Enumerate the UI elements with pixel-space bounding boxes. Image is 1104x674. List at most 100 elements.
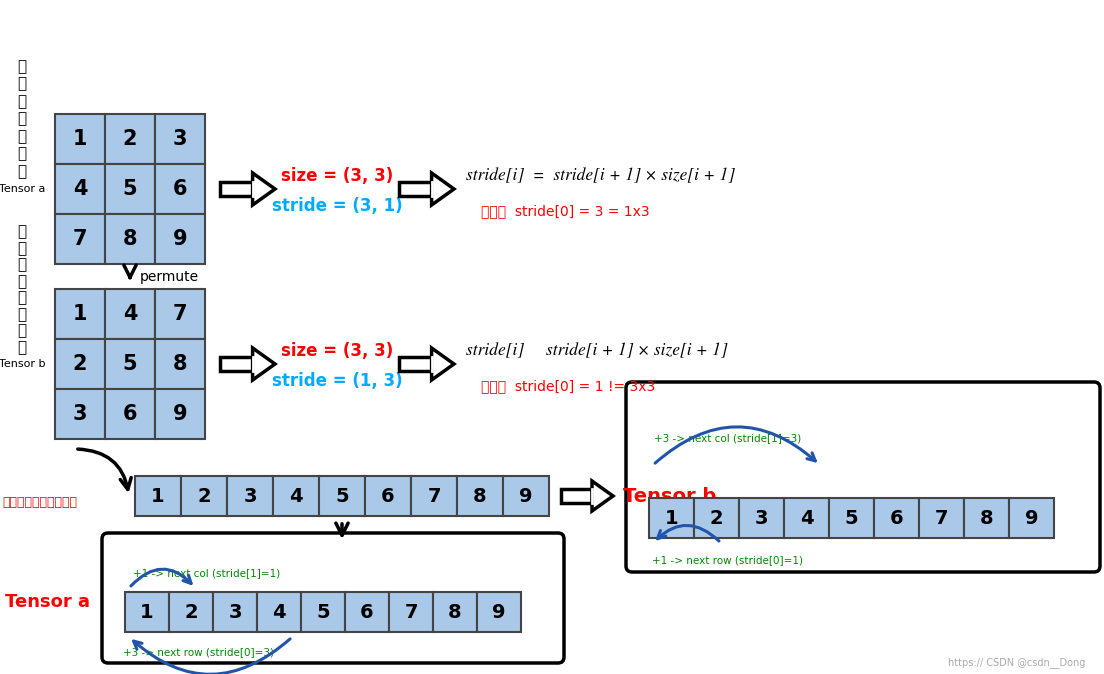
Text: 9: 9 xyxy=(1025,508,1038,528)
Text: 例如：  stride[0] = 3 = 1x3: 例如： stride[0] = 3 = 1x3 xyxy=(481,204,649,218)
Text: 内存中的存储形式没变: 内存中的存储形式没变 xyxy=(2,495,77,508)
Bar xyxy=(561,489,592,503)
Text: +1 -> next row (stride[0]=1): +1 -> next row (stride[0]=1) xyxy=(652,555,803,565)
Text: 7: 7 xyxy=(404,603,417,621)
Text: 5: 5 xyxy=(123,179,137,199)
Text: 2: 2 xyxy=(710,508,723,528)
Text: 5: 5 xyxy=(336,487,349,506)
Text: 2: 2 xyxy=(184,603,198,621)
Text: 9: 9 xyxy=(172,229,188,249)
Bar xyxy=(964,498,1009,538)
Text: 8: 8 xyxy=(979,508,994,528)
Text: 7: 7 xyxy=(427,487,440,506)
Bar xyxy=(105,114,155,164)
Text: 的: 的 xyxy=(18,164,26,179)
Bar xyxy=(105,339,155,389)
Bar xyxy=(694,498,739,538)
Bar xyxy=(784,498,829,538)
Text: size = (3, 3): size = (3, 3) xyxy=(280,342,393,360)
Bar xyxy=(155,164,205,214)
Text: stride = (3, 1): stride = (3, 1) xyxy=(272,197,402,215)
Bar xyxy=(457,476,503,516)
Bar xyxy=(503,476,549,516)
Bar xyxy=(273,476,319,516)
Text: 4: 4 xyxy=(273,603,286,621)
FancyBboxPatch shape xyxy=(626,382,1100,572)
Text: 6: 6 xyxy=(360,603,374,621)
Text: 1: 1 xyxy=(151,487,164,506)
Text: 看: 看 xyxy=(18,129,26,144)
Text: stride[i]  =  stride[i + 1] × size[i + 1]: stride[i] = stride[i + 1] × size[i + 1] xyxy=(466,168,735,185)
Text: 9: 9 xyxy=(172,404,188,424)
Text: 3: 3 xyxy=(243,487,257,506)
Bar xyxy=(105,289,155,339)
Text: 4: 4 xyxy=(799,508,814,528)
Text: 3: 3 xyxy=(73,404,87,424)
Bar xyxy=(389,592,433,632)
Text: 1: 1 xyxy=(73,304,87,324)
Bar xyxy=(649,498,694,538)
Text: 例如：  stride[0] = 1 != 3x3: 例如： stride[0] = 1 != 3x3 xyxy=(481,379,656,393)
Text: 1: 1 xyxy=(665,508,678,528)
Bar xyxy=(105,164,155,214)
Text: 7: 7 xyxy=(935,508,948,528)
Text: 8: 8 xyxy=(172,354,188,374)
Bar xyxy=(433,592,477,632)
Text: 们: 们 xyxy=(18,111,26,127)
Text: 看: 看 xyxy=(18,307,26,322)
Text: +1 -> next col (stride[1]=1): +1 -> next col (stride[1]=1) xyxy=(132,568,280,578)
FancyBboxPatch shape xyxy=(102,533,564,663)
Bar xyxy=(399,357,432,371)
Polygon shape xyxy=(432,348,454,380)
Text: stride[i]  ≠  stride[i + 1] × size[i + 1]: stride[i] ≠ stride[i + 1] × size[i + 1] xyxy=(466,342,728,359)
Bar xyxy=(411,476,457,516)
Text: https:// CSDN @csdn__Dong: https:// CSDN @csdn__Dong xyxy=(947,657,1085,668)
Text: 9: 9 xyxy=(492,603,506,621)
Text: 2: 2 xyxy=(123,129,137,149)
Bar xyxy=(169,592,213,632)
Text: Tensor a: Tensor a xyxy=(6,593,91,611)
Text: 4: 4 xyxy=(73,179,87,199)
Text: Tensor b: Tensor b xyxy=(623,487,716,506)
Text: 到: 到 xyxy=(18,324,26,338)
Bar xyxy=(155,214,205,264)
Text: 的: 的 xyxy=(18,340,26,355)
Text: 5: 5 xyxy=(316,603,330,621)
Text: 3: 3 xyxy=(172,129,188,149)
Text: Tensor a: Tensor a xyxy=(0,184,45,194)
Text: 1: 1 xyxy=(73,129,87,149)
Text: 我: 我 xyxy=(18,94,26,109)
Text: 后: 后 xyxy=(18,257,26,272)
Text: 5: 5 xyxy=(845,508,858,528)
Text: +3 -> next row (stride[0]=3): +3 -> next row (stride[0]=3) xyxy=(123,647,274,657)
Bar xyxy=(155,389,205,439)
Bar xyxy=(55,114,105,164)
Bar xyxy=(829,498,874,538)
Bar xyxy=(55,164,105,214)
Bar xyxy=(55,339,105,389)
Text: 4: 4 xyxy=(123,304,137,324)
Text: 6: 6 xyxy=(172,179,188,199)
Bar xyxy=(181,476,227,516)
Bar xyxy=(105,389,155,439)
Bar xyxy=(155,339,205,389)
Bar xyxy=(227,476,273,516)
Bar xyxy=(55,289,105,339)
Bar xyxy=(220,182,253,196)
Text: 2: 2 xyxy=(73,354,87,374)
Polygon shape xyxy=(432,173,454,205)
Text: 7: 7 xyxy=(172,304,188,324)
Text: 1: 1 xyxy=(140,603,153,621)
Text: 我: 我 xyxy=(18,274,26,289)
Text: 到: 到 xyxy=(18,146,26,162)
Bar xyxy=(301,592,344,632)
Text: 8: 8 xyxy=(448,603,461,621)
Bar xyxy=(257,592,301,632)
Text: 始: 始 xyxy=(18,77,26,92)
Bar xyxy=(919,498,964,538)
Text: 9: 9 xyxy=(519,487,533,506)
Bar xyxy=(319,476,365,516)
Text: permute: permute xyxy=(140,270,199,284)
Text: 8: 8 xyxy=(123,229,137,249)
Bar xyxy=(220,357,253,371)
